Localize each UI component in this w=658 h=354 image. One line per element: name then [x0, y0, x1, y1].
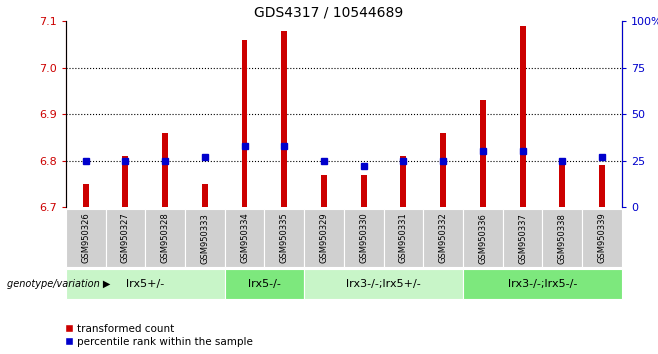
Bar	[463, 209, 503, 267]
Text: GSM950331: GSM950331	[399, 213, 408, 263]
Bar	[224, 209, 265, 267]
Text: lrx5+/-: lrx5+/-	[126, 279, 164, 289]
Bar	[122, 156, 128, 207]
Bar	[162, 133, 168, 207]
Bar	[520, 26, 526, 207]
Bar	[440, 133, 446, 207]
Legend: transformed count, percentile rank within the sample: transformed count, percentile rank withi…	[64, 324, 253, 347]
Text: GSM950334: GSM950334	[240, 213, 249, 263]
Bar	[281, 30, 287, 207]
Bar	[503, 209, 542, 267]
Bar	[145, 209, 185, 267]
Text: GSM950326: GSM950326	[81, 213, 90, 263]
Bar	[321, 175, 327, 207]
Bar	[361, 175, 367, 207]
Bar	[224, 269, 304, 299]
Bar	[343, 209, 384, 267]
Text: GSM950337: GSM950337	[518, 213, 527, 263]
Bar	[66, 209, 105, 267]
Bar	[105, 209, 145, 267]
Bar	[304, 269, 463, 299]
Bar	[401, 156, 407, 207]
Text: GSM950330: GSM950330	[359, 213, 368, 263]
Bar	[265, 209, 304, 267]
Text: GDS4317 / 10544689: GDS4317 / 10544689	[255, 5, 403, 19]
Bar	[241, 40, 247, 207]
Text: lrx5-/-: lrx5-/-	[248, 279, 281, 289]
Text: genotype/variation ▶: genotype/variation ▶	[7, 279, 110, 289]
Text: GSM950328: GSM950328	[161, 213, 170, 263]
Bar	[304, 209, 343, 267]
Bar	[582, 209, 622, 267]
Text: GSM950338: GSM950338	[558, 213, 567, 263]
Text: GSM950339: GSM950339	[597, 213, 607, 263]
Bar	[480, 100, 486, 207]
Text: lrx3-/-;lrx5-/-: lrx3-/-;lrx5-/-	[508, 279, 577, 289]
Bar	[384, 209, 423, 267]
Text: lrx3-/-;lrx5+/-: lrx3-/-;lrx5+/-	[346, 279, 421, 289]
Bar	[83, 184, 89, 207]
Bar	[423, 209, 463, 267]
Text: GSM950332: GSM950332	[439, 213, 447, 263]
Text: GSM950333: GSM950333	[200, 213, 209, 263]
Text: GSM950336: GSM950336	[478, 213, 488, 263]
Bar	[599, 165, 605, 207]
Bar	[559, 161, 565, 207]
Bar	[202, 184, 208, 207]
Bar	[66, 269, 224, 299]
Text: GSM950335: GSM950335	[280, 213, 289, 263]
Bar	[463, 269, 622, 299]
Text: GSM950327: GSM950327	[121, 213, 130, 263]
Text: GSM950329: GSM950329	[319, 213, 328, 263]
Bar	[542, 209, 582, 267]
Bar	[185, 209, 224, 267]
